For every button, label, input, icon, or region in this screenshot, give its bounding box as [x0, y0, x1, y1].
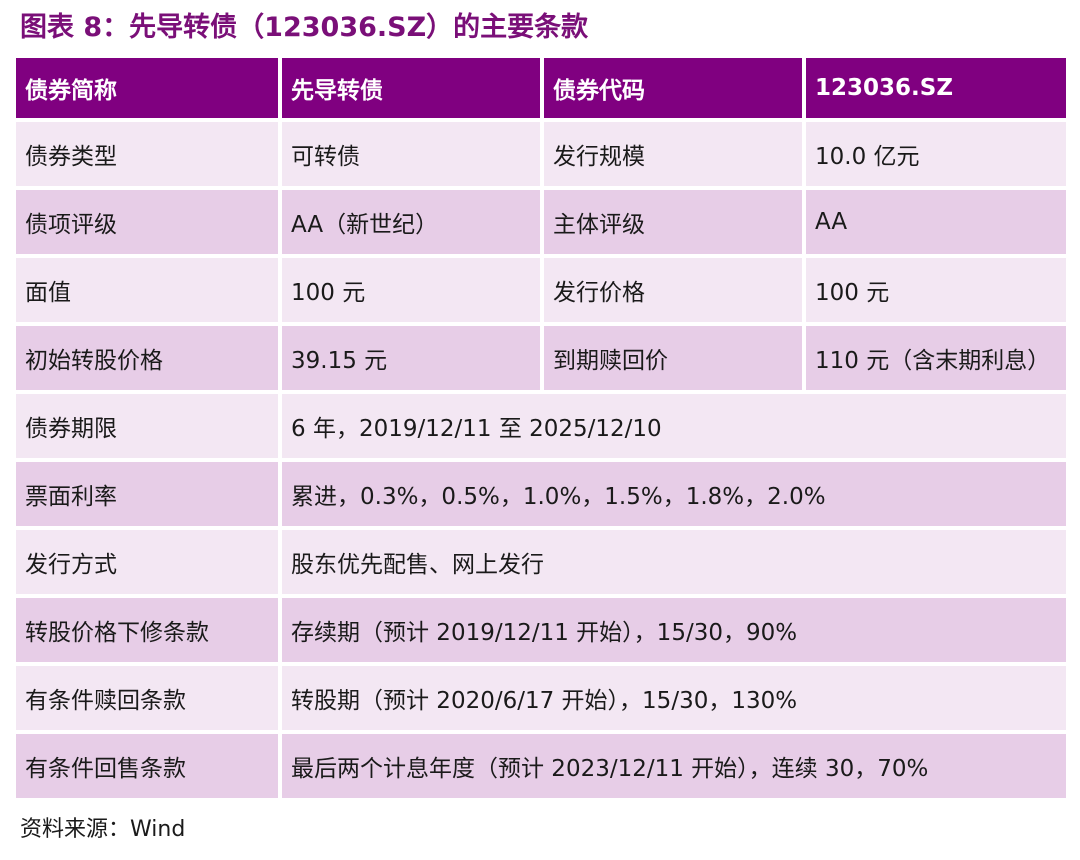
row-value: 100 元: [806, 258, 1066, 322]
row-value: AA（新世纪）: [282, 190, 540, 254]
table-row: 面值 100 元 发行价格 100 元: [16, 258, 1066, 322]
row-value: 股东优先配售、网上发行: [282, 530, 1066, 594]
row-label: 债券类型: [16, 122, 278, 186]
row-label: 发行规模: [544, 122, 802, 186]
table-row: 票面利率 累进，0.3%，0.5%，1.0%，1.5%，1.8%，2.0%: [16, 462, 1066, 526]
table-row: 债项评级 AA（新世纪） 主体评级 AA: [16, 190, 1066, 254]
source-note: 资料来源：Wind: [20, 817, 186, 842]
row-label: 有条件回售条款: [16, 734, 278, 798]
row-value: 转股期（预计 2020/6/17 开始），15/30，130%: [282, 666, 1066, 730]
table-row: 有条件回售条款 最后两个计息年度（预计 2023/12/11 开始），连续 30…: [16, 734, 1066, 798]
row-label: 初始转股价格: [16, 326, 278, 390]
row-label: 面值: [16, 258, 278, 322]
row-label: 票面利率: [16, 462, 278, 526]
row-label: 转股价格下修条款: [16, 598, 278, 662]
row-label: 到期赎回价: [544, 326, 802, 390]
row-value: 100 元: [282, 258, 540, 322]
figure-title: 图表 8：先导转债（123036.SZ）的主要条款: [20, 12, 589, 43]
table-header-row: 债券简称 先导转债 债券代码 123036.SZ: [16, 58, 1066, 118]
row-value: 存续期（预计 2019/12/11 开始），15/30，90%: [282, 598, 1066, 662]
table-row: 债券期限 6 年，2019/12/11 至 2025/12/10: [16, 394, 1066, 458]
row-value: 6 年，2019/12/11 至 2025/12/10: [282, 394, 1066, 458]
row-value: 10.0 亿元: [806, 122, 1066, 186]
table-row: 有条件赎回条款 转股期（预计 2020/6/17 开始），15/30，130%: [16, 666, 1066, 730]
header-cell-bond-code-label: 债券代码: [544, 58, 802, 118]
row-value: 可转债: [282, 122, 540, 186]
header-cell-bond-short-name-label: 债券简称: [16, 58, 278, 118]
row-value: AA: [806, 190, 1066, 254]
row-value: 最后两个计息年度（预计 2023/12/11 开始），连续 30，70%: [282, 734, 1066, 798]
row-value: 39.15 元: [282, 326, 540, 390]
row-value: 110 元（含末期利息）: [806, 326, 1066, 390]
table-row: 债券类型 可转债 发行规模 10.0 亿元: [16, 122, 1066, 186]
table-row: 初始转股价格 39.15 元 到期赎回价 110 元（含末期利息）: [16, 326, 1066, 390]
row-label: 有条件赎回条款: [16, 666, 278, 730]
row-label: 债项评级: [16, 190, 278, 254]
bond-terms-table: 债券简称 先导转债 债券代码 123036.SZ 债券类型 可转债 发行规模 1…: [12, 54, 1070, 802]
row-label: 债券期限: [16, 394, 278, 458]
row-label: 发行方式: [16, 530, 278, 594]
table-row: 转股价格下修条款 存续期（预计 2019/12/11 开始），15/30，90%: [16, 598, 1066, 662]
row-label: 发行价格: [544, 258, 802, 322]
row-value: 累进，0.3%，0.5%，1.0%，1.5%，1.8%，2.0%: [282, 462, 1066, 526]
row-label: 主体评级: [544, 190, 802, 254]
header-cell-bond-short-name: 先导转债: [282, 58, 540, 118]
header-cell-bond-code: 123036.SZ: [806, 58, 1066, 118]
table-row: 发行方式 股东优先配售、网上发行: [16, 530, 1066, 594]
